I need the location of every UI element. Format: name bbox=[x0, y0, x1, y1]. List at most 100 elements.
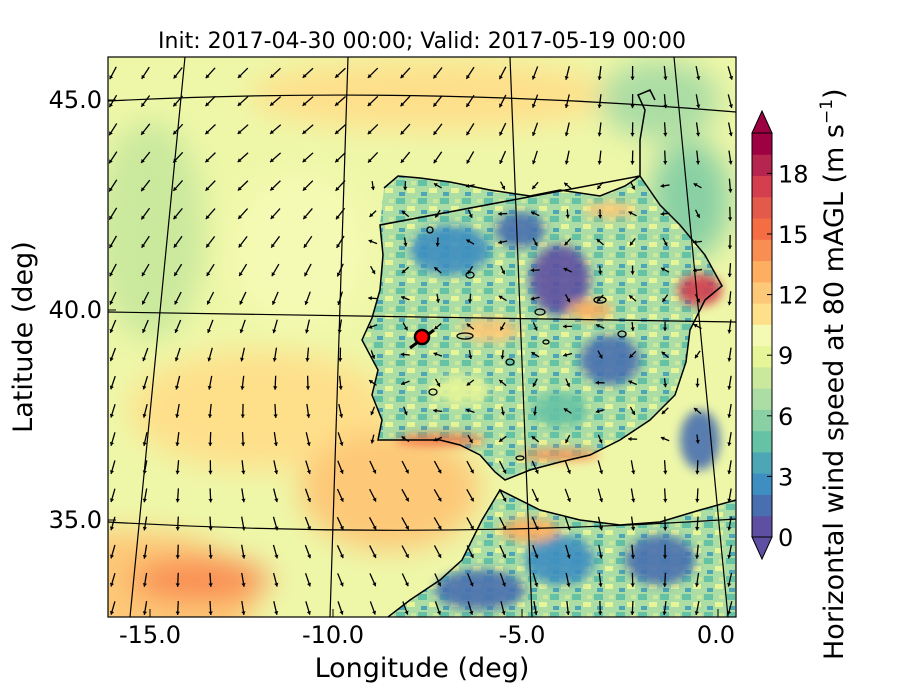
wind-vector-head bbox=[433, 183, 438, 187]
wind-vector-head bbox=[205, 215, 210, 220]
wind-vector-head bbox=[630, 611, 635, 615]
wind-vector-head bbox=[433, 159, 438, 164]
wind-vector-head bbox=[566, 582, 571, 587]
wind-vector-head bbox=[468, 213, 473, 218]
wind-vector-head bbox=[304, 272, 309, 277]
wind-vector-head bbox=[141, 243, 146, 248]
wind-vector-head bbox=[109, 385, 114, 390]
wind-vector-head bbox=[367, 158, 372, 163]
wind-vector-head bbox=[367, 74, 372, 78]
wind-vector-head bbox=[240, 414, 245, 418]
wind-vector-head bbox=[727, 245, 733, 249]
wind-vector-head bbox=[629, 295, 634, 300]
wind-vector-head bbox=[694, 354, 699, 359]
y-axis-label: Latitude (deg) bbox=[8, 241, 39, 433]
wind-vector-head bbox=[401, 295, 405, 300]
wind-vector-head bbox=[501, 610, 506, 615]
colorbar-segment bbox=[752, 281, 772, 304]
wind-vector-head bbox=[270, 186, 275, 191]
wind-vector-head bbox=[433, 102, 438, 107]
wind-vector-head bbox=[661, 410, 666, 415]
wind-vector-head bbox=[302, 130, 307, 134]
wind-vector-head bbox=[302, 186, 307, 191]
wind-vector-head bbox=[597, 76, 602, 80]
wind-vector-head bbox=[372, 525, 377, 530]
map-title: Init: 2017-04-30 00:00; Valid: 2017-05-1… bbox=[158, 29, 686, 54]
wind-vector-head bbox=[630, 327, 635, 331]
wind-vector-head bbox=[598, 583, 603, 587]
wind-vector-head bbox=[728, 75, 734, 80]
wind-vector-head bbox=[499, 379, 504, 384]
wind-vector-head bbox=[207, 357, 212, 362]
wind-vector-head bbox=[728, 160, 733, 165]
wind-vector-head bbox=[534, 469, 539, 474]
wind-vector-head bbox=[566, 298, 571, 303]
wind-vector-head bbox=[175, 414, 180, 418]
wind-vector-head bbox=[337, 329, 342, 334]
wind-vector-head bbox=[335, 186, 340, 191]
wind-vector-head bbox=[303, 215, 308, 220]
wind-vector-head bbox=[270, 130, 274, 134]
wind-vector-head bbox=[141, 300, 146, 305]
wind-vector-head bbox=[404, 582, 409, 587]
wind-vector-head bbox=[174, 385, 180, 390]
wind-vector-head bbox=[694, 408, 699, 412]
wind-vector-head bbox=[564, 182, 569, 187]
wind-vector-head bbox=[306, 610, 311, 615]
wind-vector-head bbox=[435, 242, 440, 247]
wind-vector-head bbox=[109, 498, 115, 503]
wind-vector-head bbox=[470, 525, 474, 530]
wind-vector-head bbox=[270, 73, 275, 78]
wind-vector-head bbox=[598, 354, 603, 359]
wind-vector-head bbox=[206, 243, 210, 248]
x-tick-label: -5.0 bbox=[499, 621, 546, 649]
wind-vector-head bbox=[630, 104, 635, 109]
wind-vector-head bbox=[306, 442, 311, 446]
wind-vector-head bbox=[271, 300, 276, 305]
wind-vector-head bbox=[467, 299, 473, 303]
wind-vector-head bbox=[436, 610, 441, 615]
wind-vector-head bbox=[109, 300, 114, 305]
wind-vector-head bbox=[367, 130, 372, 135]
wind-vector-head bbox=[631, 498, 636, 503]
x-tick-label: -15.0 bbox=[119, 621, 181, 649]
wind-vector-head bbox=[272, 329, 277, 334]
wind-vector-head bbox=[531, 436, 536, 441]
wind-vector-head bbox=[208, 583, 213, 587]
wind-vector-head bbox=[695, 439, 700, 444]
wind-vector-head bbox=[142, 442, 147, 446]
wind-vector-head bbox=[335, 130, 340, 134]
wind-vector-head bbox=[302, 73, 307, 78]
wind-vector-head bbox=[237, 74, 242, 78]
wind-vector-head bbox=[109, 554, 115, 559]
wind-vector-head bbox=[500, 411, 506, 416]
wind-vector-head bbox=[563, 408, 568, 413]
wind-vector-head bbox=[466, 131, 471, 136]
wind-vector-head bbox=[109, 357, 114, 362]
wind-vector-head bbox=[239, 329, 244, 334]
wind-vector-head bbox=[208, 470, 213, 475]
wind-vector-head bbox=[339, 469, 344, 474]
wind-vector-head bbox=[532, 185, 537, 190]
wind-vector-head bbox=[693, 324, 698, 328]
wind-vector-head bbox=[727, 357, 732, 362]
wind-vector-head bbox=[661, 267, 666, 272]
x-tick-label: -10.0 bbox=[302, 621, 364, 649]
wind-vector-head bbox=[208, 442, 213, 447]
wind-vector-head bbox=[372, 610, 377, 615]
wind-vector-head bbox=[628, 380, 633, 385]
wind-vector-head bbox=[662, 297, 667, 302]
wind-vector-head bbox=[174, 328, 179, 333]
wind-vector-head bbox=[597, 132, 602, 137]
wind-vector-head bbox=[403, 326, 408, 331]
wind-vector-head bbox=[304, 329, 310, 334]
africa-coastline bbox=[387, 489, 736, 617]
wind-vector-head bbox=[400, 158, 405, 163]
wind-vector-head bbox=[206, 272, 211, 277]
wind-vector-head bbox=[597, 297, 601, 302]
wind-vector-head bbox=[437, 553, 442, 558]
wind-vector-head bbox=[501, 185, 506, 190]
wind-vector-head bbox=[501, 270, 506, 275]
wind-vector-head bbox=[368, 239, 373, 244]
